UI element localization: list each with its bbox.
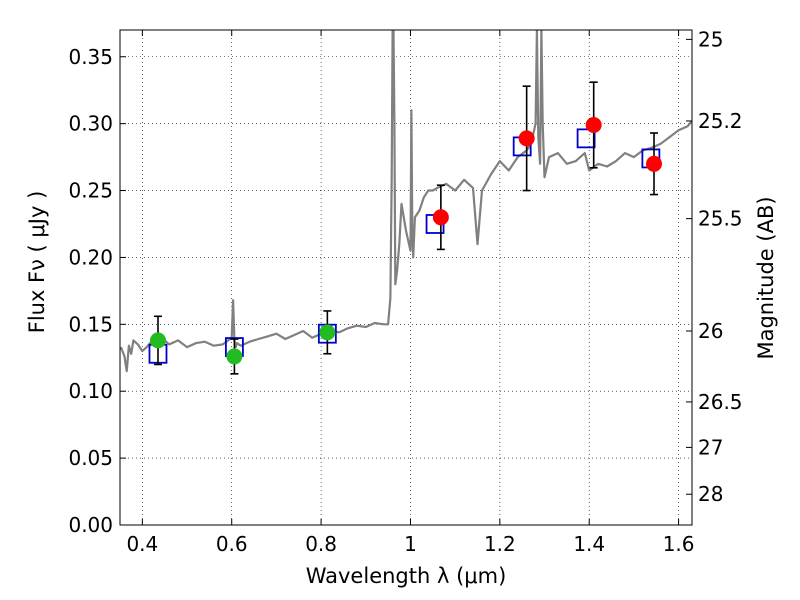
spectrum-line [120,30,692,373]
photometry-point [585,116,602,133]
y2-tick-label: 28 [698,482,723,506]
x-axis-label: Wavelength λ (μm) [306,564,507,588]
y2-tick-label: 25 [698,27,723,51]
y-tick-label: 0.00 [68,513,113,537]
y2-tick-label: 27 [698,435,723,459]
y-tick-label: 0.35 [68,45,113,69]
plot-frame [119,29,693,526]
photometry-point [319,324,336,341]
y-tick-label: 0.30 [68,112,113,136]
x-tick-label: 0.4 [126,532,158,556]
x-tick-label: 1 [404,532,417,556]
points-layer [148,81,663,375]
photometry-point [646,155,663,172]
y2-tick-label: 25.5 [698,207,743,231]
y-tick-label: 0.15 [68,312,113,336]
y-axis-label: Flux Fν ( μJy ) [25,191,49,334]
grid-layer [120,30,692,526]
y-tick-label: 0.05 [68,446,113,470]
photometry-point [149,332,166,349]
x-tick-label: 1.6 [663,532,695,556]
y2-axis-label: Magnitude (AB) [754,196,778,359]
model-band-square [576,128,596,149]
x-tick-label: 0.6 [216,532,248,556]
photometry-point [432,209,449,226]
spectrum-layer [120,30,692,373]
x-tick-label: 0.8 [305,532,337,556]
y2-tick-label: 26.5 [698,390,743,414]
photometry-point [226,348,243,365]
y-tick-label: 0.25 [68,179,113,203]
y-tick-label: 0.10 [68,379,113,403]
y2-tick-label: 25.2 [698,109,743,133]
x-tick-label: 1.4 [573,532,605,556]
x-tick-label: 1.2 [484,532,516,556]
y-tick-label: 0.20 [68,245,113,269]
ticks-layer: 0.4 0.6 0.8 1 1.2 1.4 1.6 0.00 0.05 0.10 0.15 0.20 0… [68,27,742,556]
y2-tick-label: 26 [698,319,723,343]
photometry-point [518,130,535,147]
